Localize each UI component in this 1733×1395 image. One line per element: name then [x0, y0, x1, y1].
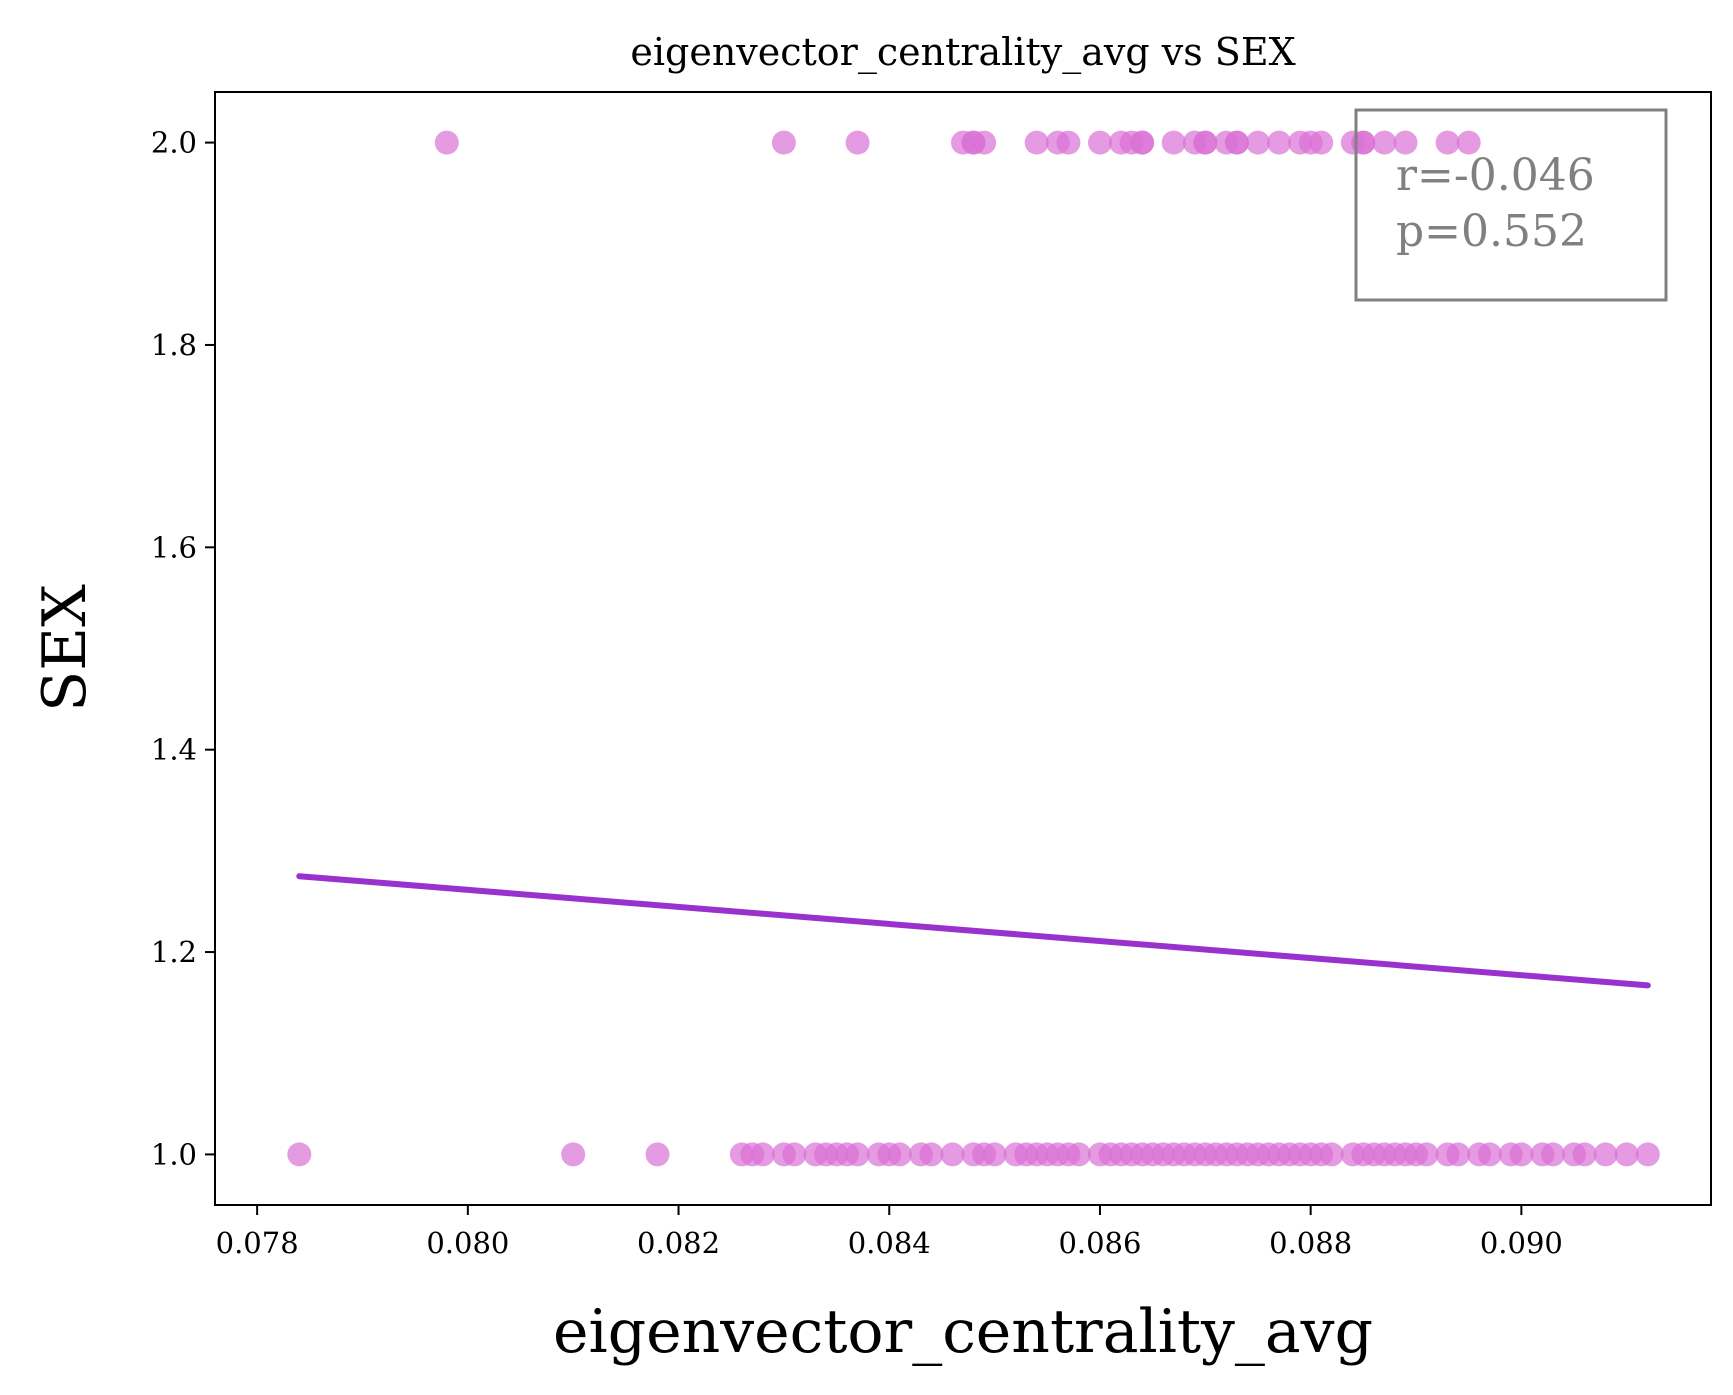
scatter-point — [1024, 130, 1049, 155]
scatter-point — [1435, 130, 1460, 155]
scatter-point — [1446, 1142, 1471, 1167]
scatter-point — [1572, 1142, 1597, 1167]
scatter-point — [1066, 1142, 1091, 1167]
scatter-point — [1056, 130, 1081, 155]
scatter-point — [771, 130, 796, 155]
scatter-point — [1224, 130, 1249, 155]
scatter-point — [1593, 1142, 1618, 1167]
x-axis-label: eigenvector_centrality_avg — [553, 1297, 1373, 1367]
correlation-r-text: r=-0.046 — [1396, 150, 1595, 201]
x-tick-label: 0.084 — [848, 1226, 931, 1260]
stats-box-frame — [1354, 108, 1668, 302]
y-tick-label: 1.8 — [151, 328, 197, 362]
scatter-point — [782, 1142, 807, 1167]
x-tick-label: 0.086 — [1058, 1226, 1141, 1260]
y-axis-label: SEX — [30, 584, 100, 712]
scatter-point — [982, 1142, 1007, 1167]
x-tick-label: 0.078 — [216, 1226, 299, 1260]
scatter-point — [1372, 130, 1397, 155]
scatter-point — [434, 130, 459, 155]
scatter-point — [1635, 1142, 1660, 1167]
correlation-p-text: p=0.552 — [1396, 206, 1587, 257]
x-tick-label: 0.088 — [1269, 1226, 1352, 1260]
scatter-point — [887, 1142, 912, 1167]
x-tick-label: 0.090 — [1480, 1226, 1563, 1260]
y-tick-label: 2.0 — [151, 126, 197, 160]
scatter-point — [1161, 130, 1186, 155]
y-tick-label: 1.0 — [151, 1137, 197, 1171]
scatter-point — [940, 1142, 965, 1167]
scatter-point — [972, 130, 997, 155]
y-tick-label: 1.2 — [151, 935, 197, 969]
y-axis-ticks: 1.0 1.2 1.4 1.6 1.8 2.0 — [151, 126, 215, 1171]
scatter-point — [919, 1142, 944, 1167]
scatter-point — [287, 1142, 312, 1167]
scatter-point — [1130, 130, 1155, 155]
x-tick-label: 0.080 — [426, 1226, 509, 1260]
scatter-point — [1246, 130, 1270, 155]
x-axis-ticks: 0.078 0.080 0.082 0.084 0.086 0.088 0.090 — [216, 1205, 1563, 1260]
chart-title: eigenvector_centrality_avg vs SEX — [630, 30, 1295, 75]
y-tick-label: 1.4 — [151, 733, 197, 767]
scatter-point — [1319, 1142, 1344, 1167]
scatter-point — [1309, 130, 1334, 155]
scatter-point — [1414, 1142, 1439, 1167]
regression-line — [296, 873, 1651, 989]
scatter-points — [287, 130, 1660, 1167]
plot-frame — [214, 91, 1712, 1206]
scatter-point — [1088, 130, 1112, 155]
scatter-point — [1456, 130, 1481, 155]
regression-line-layer — [296, 873, 1651, 989]
y-tick-label: 1.6 — [151, 530, 197, 564]
scatter-point — [1541, 1142, 1565, 1167]
scatter-point — [1614, 1142, 1639, 1167]
scatter-point — [1509, 1142, 1534, 1167]
x-tick-label: 0.082 — [637, 1226, 720, 1260]
scatter-point — [1393, 130, 1418, 155]
scatter-point — [845, 130, 870, 155]
scatter-point — [750, 1142, 775, 1167]
stats-legend-box: r=-0.046 p=0.552 — [1354, 108, 1668, 302]
scatter-point — [1267, 130, 1292, 155]
scatter-point — [1477, 1142, 1502, 1167]
scatter-point — [845, 1142, 870, 1167]
scatter-point — [1193, 130, 1218, 155]
scatter-point — [645, 1142, 670, 1167]
scatter-point — [561, 1142, 586, 1167]
